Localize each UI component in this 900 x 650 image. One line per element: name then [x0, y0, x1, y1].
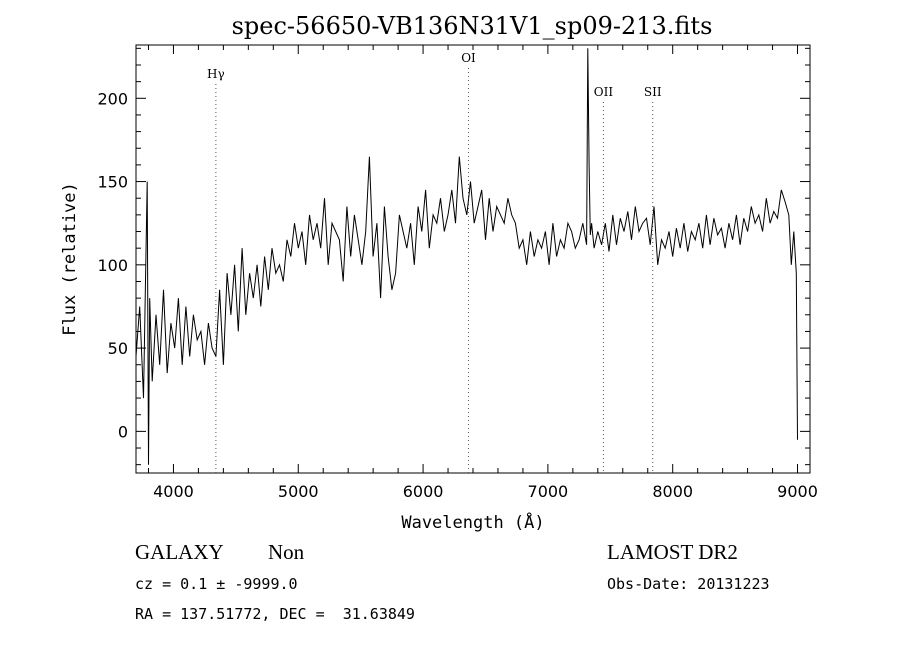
object-class: GALAXY [135, 540, 224, 564]
x-tick-label: 5000 [278, 482, 319, 501]
x-tick-label: 9000 [777, 482, 818, 501]
y-tick-label: 100 [97, 256, 128, 275]
axis-ticks: 4000 5000 6000 7000 8000 9000 0 50 100 150 200 [97, 45, 818, 501]
observation-date: Obs-Date: 20131223 [607, 575, 770, 593]
x-tick-label: 7000 [528, 482, 569, 501]
x-tick-label: 6000 [403, 482, 444, 501]
y-tick-label: 150 [97, 173, 128, 192]
line-marker-label: OII [594, 85, 614, 99]
line-marker-label: OI [461, 51, 476, 65]
chart-title: spec-56650-VB136N31V1_sp09-213.fits [232, 12, 713, 40]
survey-release: LAMOST DR2 [607, 540, 738, 564]
y-tick-label: 200 [97, 89, 128, 108]
x-tick-label: 4000 [153, 482, 194, 501]
x-tick-label: 8000 [652, 482, 693, 501]
line-marker-label: Hγ [207, 67, 225, 81]
line-marker-label: SII [644, 85, 662, 99]
coordinates: RA = 137.51772, DEC = 31.63849 [135, 605, 415, 623]
redshift-value: cz = 0.1 ± -9999.0 [135, 575, 298, 593]
x-axis-label: Wavelength (Å) [401, 511, 544, 533]
object-subclass: Non [268, 540, 305, 564]
y-tick-label: 50 [108, 339, 128, 358]
spectrum-line [135, 48, 798, 465]
y-axis-label: Flux (relative) [60, 182, 80, 336]
plot-frame [135, 44, 811, 474]
y-tick-label: 0 [118, 422, 128, 441]
emission-line-markers: Hγ OI OII SII [207, 51, 662, 473]
